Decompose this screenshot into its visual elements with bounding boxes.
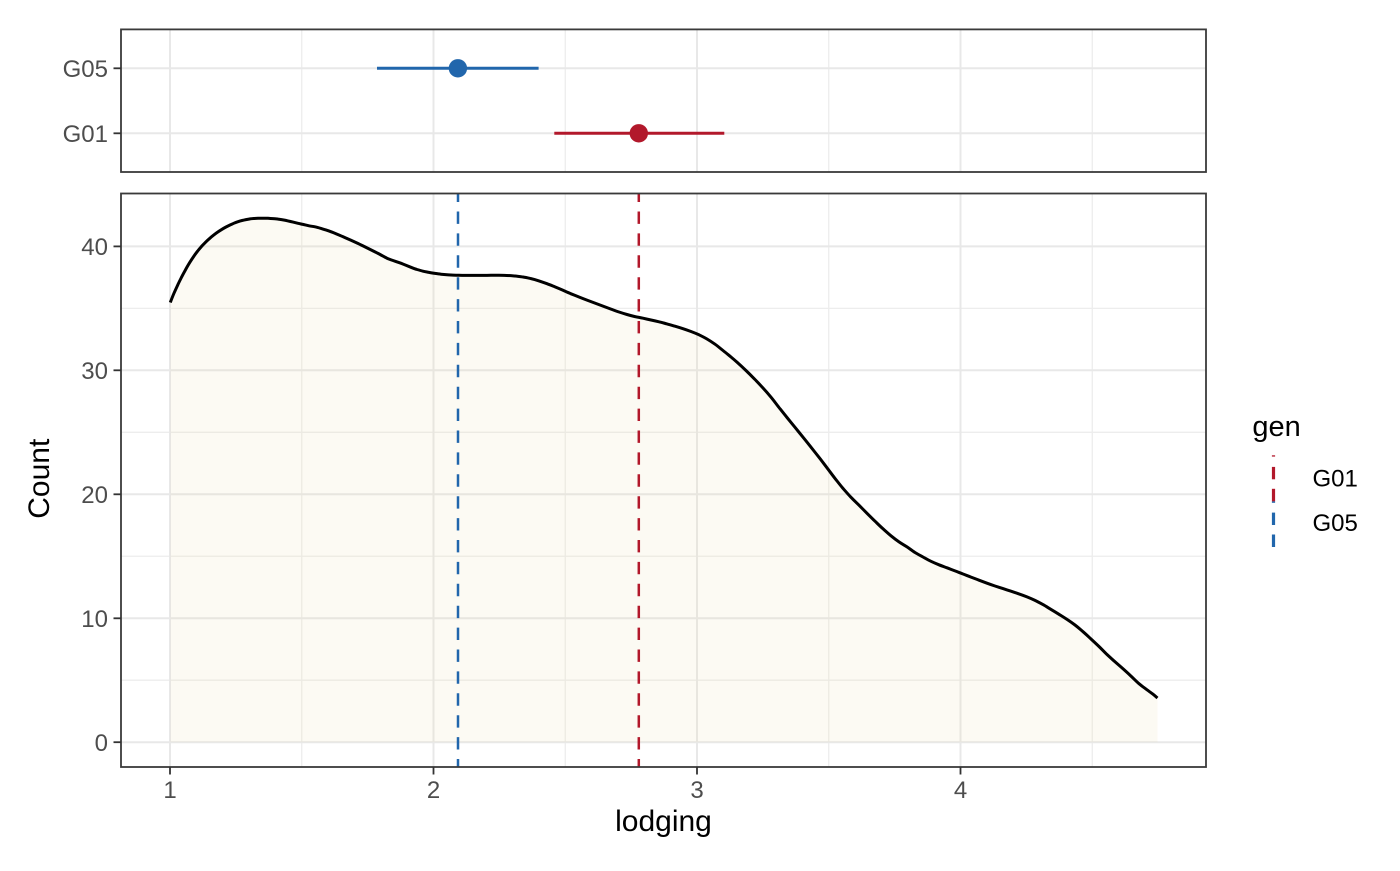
svg-text:gen: gen (1252, 411, 1300, 443)
svg-text:40: 40 (81, 234, 108, 261)
svg-text:G05: G05 (63, 56, 108, 83)
svg-text:0: 0 (95, 730, 108, 757)
svg-text:Count: Count (23, 438, 56, 519)
svg-text:10: 10 (81, 606, 108, 633)
svg-text:2: 2 (427, 777, 440, 804)
svg-text:lodging: lodging (615, 805, 712, 838)
svg-text:30: 30 (81, 358, 108, 385)
svg-text:4: 4 (954, 777, 967, 804)
svg-text:20: 20 (81, 482, 108, 509)
svg-text:1: 1 (163, 777, 176, 804)
svg-text:G01: G01 (1313, 465, 1358, 492)
svg-text:G05: G05 (1313, 510, 1358, 537)
svg-text:3: 3 (690, 777, 703, 804)
svg-text:G01: G01 (63, 121, 108, 148)
